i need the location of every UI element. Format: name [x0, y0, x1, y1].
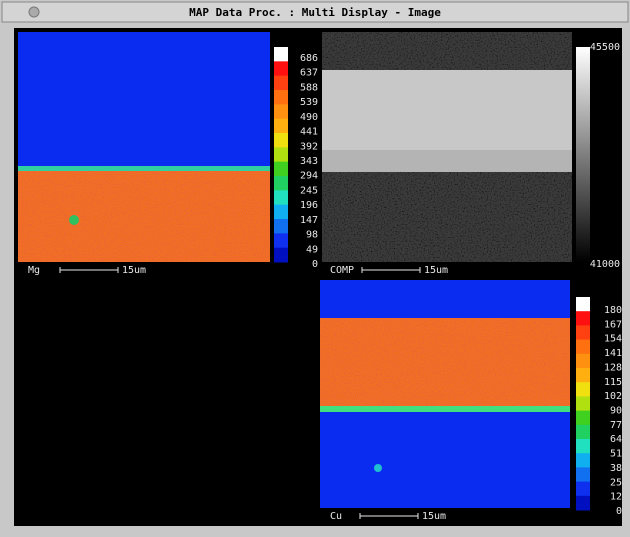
color-scale-segment	[576, 368, 590, 383]
color-scale-label: 392	[300, 141, 318, 152]
panel-label: Cu	[330, 511, 342, 522]
color-scale-label: 245	[300, 185, 318, 196]
color-scale-label: 90	[610, 406, 622, 417]
color-scale-label: 154	[604, 334, 622, 345]
color-scale-segment	[576, 297, 590, 312]
color-scale-label: 294	[300, 171, 318, 182]
color-scale-label: 98	[306, 230, 318, 241]
color-scale-segment	[576, 325, 590, 340]
color-scale-segment	[576, 396, 590, 411]
color-scale-segment	[274, 61, 288, 76]
color-scale-label: 343	[300, 156, 318, 167]
color-scale-segment	[576, 311, 590, 326]
color-scale-label: 25	[610, 477, 622, 488]
panel-label: Mg	[28, 265, 40, 276]
gray-scale-bar	[576, 47, 590, 262]
color-scale-segment	[576, 482, 590, 497]
window-icon	[29, 7, 39, 17]
color-scale-segment	[274, 162, 288, 177]
color-scale-segment	[576, 340, 590, 355]
comp-image	[322, 32, 572, 262]
color-scale-label: 77	[610, 420, 622, 431]
scale-bar-label: 15um	[122, 265, 146, 276]
window: MAP Data Proc. : Multi Display - Image M…	[0, 0, 630, 533]
panel-label: COMP	[330, 265, 354, 276]
color-scale-segment	[274, 147, 288, 162]
color-scale-segment	[274, 76, 288, 91]
color-scale-segment	[274, 190, 288, 205]
color-scale-label: 0	[616, 506, 622, 517]
color-scale-label: 490	[300, 112, 318, 123]
color-scale-segment	[274, 119, 288, 134]
color-scale-label: 141	[604, 348, 622, 359]
scale-bar-label: 15um	[422, 511, 446, 522]
color-scale-segment	[274, 90, 288, 105]
color-scale-segment	[576, 382, 590, 397]
color-scale-label: 0	[312, 259, 318, 270]
color-scale-segment	[576, 467, 590, 482]
color-scale-label: 637	[300, 68, 318, 79]
color-scale-segment	[274, 205, 288, 220]
color-scale-segment	[274, 47, 288, 62]
color-scale-segment	[274, 233, 288, 248]
color-scale-segment	[274, 248, 288, 263]
color-scale-label: 167	[604, 319, 622, 330]
color-scale-label: 128	[604, 362, 622, 373]
color-scale-label: 41000	[590, 259, 620, 270]
color-scale-segment	[576, 354, 590, 369]
window-title: MAP Data Proc. : Multi Display - Image	[189, 6, 441, 19]
cu-map	[320, 280, 570, 508]
color-scale-segment	[576, 411, 590, 426]
color-scale-label: 115	[604, 377, 622, 388]
color-scale-label: 51	[610, 449, 622, 460]
color-scale-segment	[274, 219, 288, 234]
color-scale-label: 539	[300, 97, 318, 108]
color-scale-label: 686	[300, 53, 318, 64]
color-scale-label: 588	[300, 82, 318, 93]
color-scale-segment	[274, 104, 288, 119]
color-scale-label: 45500	[590, 42, 620, 53]
color-scale-label: 441	[300, 127, 318, 138]
color-scale-label: 102	[604, 391, 622, 402]
color-scale-segment	[274, 176, 288, 191]
color-scale-segment	[576, 453, 590, 468]
color-scale-label: 49	[306, 244, 318, 255]
color-scale-label: 12	[610, 492, 622, 503]
color-scale-label: 38	[610, 463, 622, 474]
mg-map	[18, 32, 270, 262]
color-scale-label: 64	[610, 434, 622, 445]
color-scale-label: 147	[300, 215, 318, 226]
color-scale-segment	[576, 496, 590, 511]
color-scale-segment	[576, 425, 590, 440]
scale-bar-label: 15um	[424, 265, 448, 276]
color-scale-segment	[274, 133, 288, 148]
color-scale-label: 180	[604, 305, 622, 316]
color-scale-label: 196	[300, 200, 318, 211]
color-scale-segment	[576, 439, 590, 454]
